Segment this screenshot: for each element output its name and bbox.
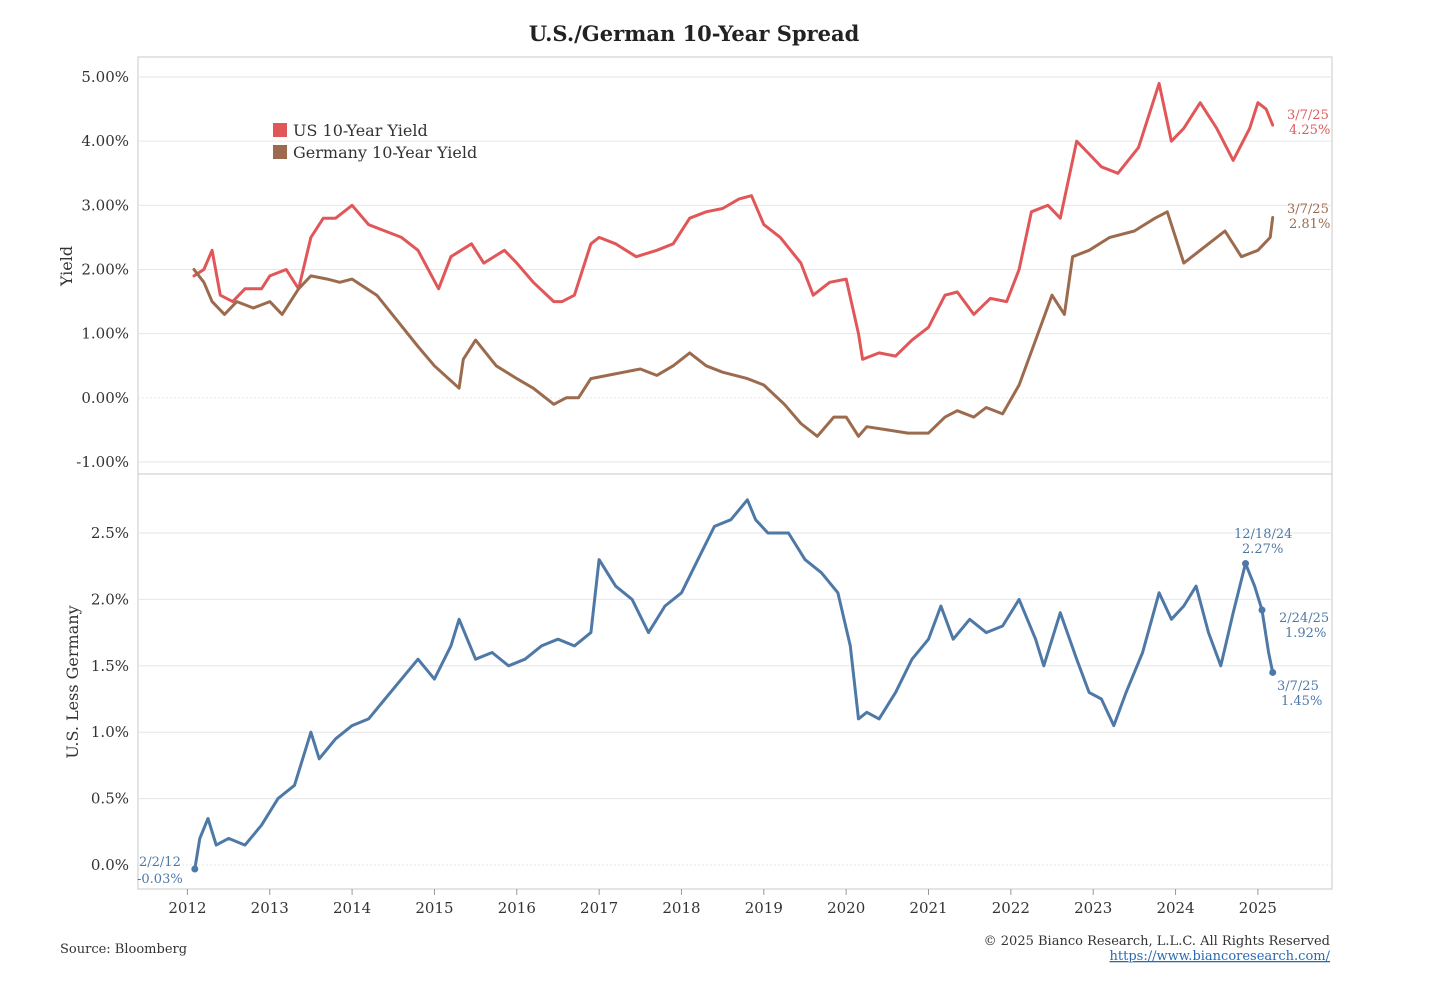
annotations-bottom: 2/2/12 -0.03% 12/18/24 2.27% 2/24/25 1.9…	[137, 527, 1329, 887]
source-note: Source: Bloomberg	[60, 942, 187, 957]
top-y-axis-label: Yield	[57, 246, 76, 287]
gridlines	[138, 76, 1332, 866]
plot-frame	[137, 56, 1333, 890]
y-tick-label: -1.00%	[76, 453, 129, 471]
copyright-note: © 2025 Bianco Research, L.L.C. All Right…	[984, 934, 1330, 949]
y-tick-label: 3.00%	[81, 196, 129, 214]
annotation-start-date: 2/2/12	[139, 855, 181, 870]
x-tick-label: 2019	[745, 899, 783, 917]
series-line-u-s-less-germany	[193, 498, 1275, 871]
y-tick-label: 0.00%	[81, 389, 129, 407]
x-tick-label: 2025	[1239, 899, 1277, 917]
series-line-us-10-year-yield	[192, 81, 1275, 361]
x-tick-label: 2016	[498, 899, 536, 917]
y-tick-label: 0.0%	[91, 856, 129, 874]
annotation-peak-date: 12/18/24	[1234, 527, 1292, 542]
x-tick-label: 2013	[251, 899, 289, 917]
x-tick-label: 2021	[909, 899, 947, 917]
plot-border	[137, 56, 1333, 890]
series-lines	[191, 81, 1277, 873]
y-tick-label: 5.00%	[81, 68, 129, 86]
annotation-us-value: 4.25%	[1289, 123, 1330, 138]
y-tick-label: 2.0%	[91, 590, 129, 608]
y-tick-label: 1.0%	[91, 723, 129, 741]
y-tick-label: 2.5%	[91, 524, 129, 542]
annotation-latest-value: 1.45%	[1281, 694, 1322, 709]
y-tick-label: 1.00%	[81, 325, 129, 343]
x-tick-label: 2023	[1074, 899, 1112, 917]
y-axis-ticks: -1.00% 0.00% 1.00% 2.00% 3.00% 4.00% 5.00% 0.0%…	[76, 68, 129, 874]
annotation-germany-value: 2.81%	[1289, 217, 1330, 232]
website-link[interactable]: https://www.biancoresearch.com/	[1110, 949, 1331, 964]
annotations-top: 3/7/25 4.25% 3/7/25 2.81%	[1287, 108, 1330, 232]
annotation-germany-date: 3/7/25	[1287, 202, 1329, 217]
legend: US 10-Year Yield Germany 10-Year Yield	[273, 121, 477, 162]
x-tick-label: 2022	[992, 899, 1030, 917]
series-marker	[191, 865, 199, 873]
y-tick-label: 1.5%	[91, 657, 129, 675]
chart-title: U.S./German 10-Year Spread	[529, 21, 860, 46]
series-marker	[1269, 668, 1277, 676]
x-tick-label: 2024	[1156, 899, 1194, 917]
annotation-us-date: 3/7/25	[1287, 108, 1329, 123]
y-tick-label: 2.00%	[81, 261, 129, 279]
annotation-start-value: -0.03%	[137, 872, 183, 887]
x-tick-label: 2012	[168, 899, 206, 917]
annotation-feb-value: 1.92%	[1285, 626, 1326, 641]
y-tick-label: 4.00%	[81, 132, 129, 150]
series-marker	[1258, 606, 1266, 614]
x-tick-label: 2017	[580, 899, 618, 917]
x-tick-label: 2014	[333, 899, 371, 917]
legend-label-germany: Germany 10-Year Yield	[293, 143, 477, 162]
annotation-feb-date: 2/24/25	[1279, 611, 1329, 626]
bottom-y-axis-label: U.S. Less Germany	[63, 605, 82, 758]
legend-swatch-us	[273, 123, 287, 137]
legend-label-us: US 10-Year Yield	[293, 121, 428, 140]
y-tick-label: 0.5%	[91, 790, 129, 808]
series-line-germany-10-year-yield	[192, 210, 1275, 438]
legend-swatch-germany	[273, 145, 287, 159]
annotation-latest-date: 3/7/25	[1277, 679, 1319, 694]
x-tick-label: 2015	[415, 899, 453, 917]
series-marker	[1242, 560, 1250, 568]
x-axis-ticks: 2012 2013 2014 2015 2016 2017 2018 2019 2020 2021…	[168, 889, 1277, 917]
annotation-peak-value: 2.27%	[1242, 542, 1283, 557]
x-tick-label: 2020	[827, 899, 865, 917]
x-tick-label: 2018	[662, 899, 700, 917]
